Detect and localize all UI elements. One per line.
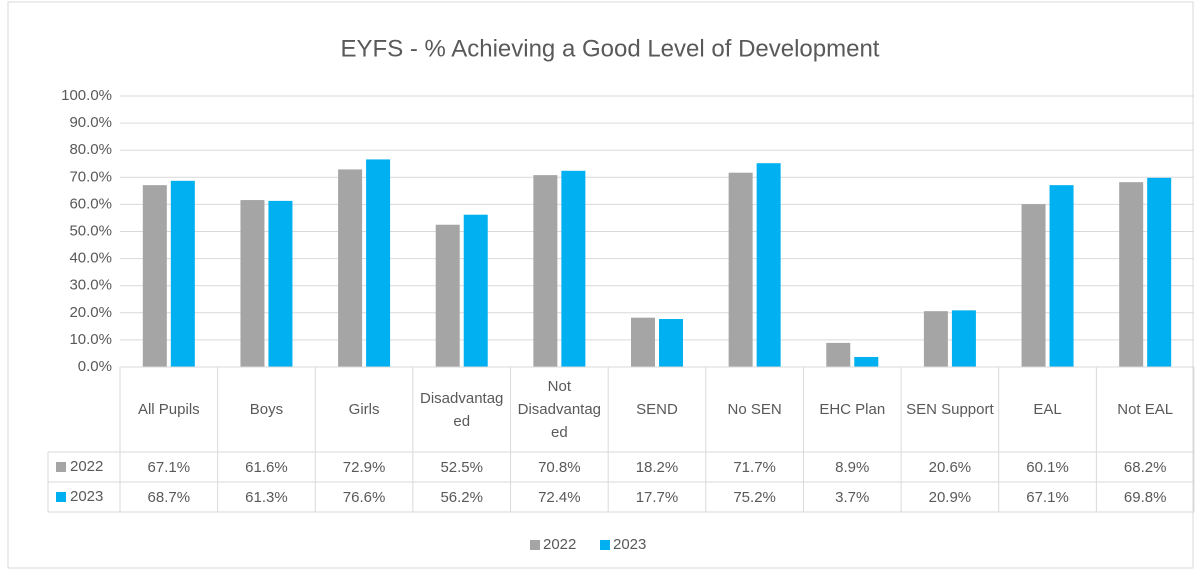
bar	[728, 172, 753, 367]
legend-label: 2023	[613, 536, 646, 553]
x-tick-label: Not EAL	[1117, 401, 1174, 418]
bar	[951, 310, 976, 367]
y-tick-label: 10.0%	[69, 331, 112, 348]
table-value: 52.5%	[440, 458, 483, 476]
table-series-name: 2023	[70, 488, 103, 505]
table-value: 20.9%	[928, 488, 972, 506]
bar	[142, 185, 167, 367]
bar	[756, 163, 781, 367]
x-tick-label: SEND	[636, 401, 678, 418]
table-value: 18.2%	[635, 458, 679, 476]
bar	[338, 169, 363, 367]
x-tick-label: Not Disadvantaged	[517, 378, 602, 441]
table-series-name: 2022	[70, 458, 103, 475]
bar	[1147, 177, 1172, 367]
legend-key	[530, 540, 540, 550]
legend-key	[600, 540, 610, 550]
table-value: 68.2%	[1123, 458, 1167, 476]
y-tick-label: 70.0%	[69, 168, 112, 185]
bar	[240, 200, 265, 367]
table-value: 56.2%	[440, 488, 483, 506]
x-tick-label: SEN Support	[906, 401, 994, 418]
legend-label: 2022	[543, 536, 576, 553]
x-tick-label: EAL	[1033, 401, 1062, 418]
table-value: 75.2%	[733, 488, 776, 506]
table-value: 3.7%	[835, 488, 870, 506]
bar	[1021, 204, 1046, 367]
table-legend-key	[56, 462, 66, 472]
bar	[561, 170, 586, 367]
table-value: 70.8%	[538, 458, 581, 476]
table-value: 69.8%	[1123, 488, 1167, 506]
y-tick-label: 30.0%	[69, 277, 112, 294]
y-tick-label: 60.0%	[69, 195, 112, 212]
x-tick-label: Boys	[249, 401, 284, 418]
table-value: 61.3%	[245, 488, 288, 506]
table-value: 72.9%	[342, 458, 386, 476]
chart-title: EYFS - % Achieving a Good Level of Devel…	[341, 35, 880, 62]
bar	[435, 224, 460, 367]
y-tick-label: 50.0%	[69, 222, 112, 239]
bar	[170, 180, 195, 367]
y-tick-label: 40.0%	[69, 250, 112, 267]
y-tick-label: 20.0%	[69, 304, 112, 321]
y-tick-label: 80.0%	[69, 141, 112, 158]
y-tick-label: 0.0%	[78, 358, 112, 375]
table-value: 8.9%	[835, 458, 870, 476]
table-value: 20.6%	[928, 458, 972, 476]
bar	[463, 214, 488, 367]
table-value: 68.7%	[147, 488, 191, 506]
bar	[1119, 182, 1144, 367]
bar	[826, 342, 851, 367]
bar	[923, 311, 948, 367]
table-value: 61.6%	[245, 458, 288, 476]
table-value: 76.6%	[342, 488, 386, 506]
x-tick-label: Girls	[348, 401, 380, 418]
bar	[268, 200, 293, 367]
y-tick-label: 90.0%	[69, 114, 112, 131]
x-tick-label: All Pupils	[137, 401, 200, 418]
bar	[366, 159, 391, 367]
x-tick-label: EHC Plan	[819, 401, 886, 418]
bar	[1049, 185, 1074, 367]
table-value: 67.1%	[147, 458, 191, 476]
table-value: 60.1%	[1026, 458, 1069, 476]
y-tick-label: 100.0%	[61, 87, 112, 104]
table-value: 71.7%	[733, 458, 776, 476]
table-legend-key	[56, 492, 66, 502]
table-value: 72.4%	[538, 488, 581, 506]
x-tick-label: Disadvantaged	[420, 389, 504, 430]
table-value: 67.1%	[1026, 488, 1069, 506]
bar	[631, 317, 655, 367]
bar	[533, 175, 558, 367]
bar	[659, 319, 683, 367]
table-value: 17.7%	[635, 488, 679, 506]
x-tick-label: No SEN	[727, 401, 782, 418]
bar	[854, 356, 879, 367]
